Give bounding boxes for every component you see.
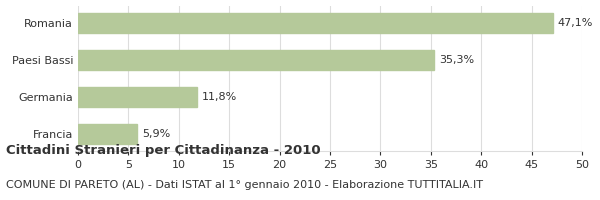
Text: 47,1%: 47,1% — [558, 18, 593, 28]
Text: Cittadini Stranieri per Cittadinanza - 2010: Cittadini Stranieri per Cittadinanza - 2… — [6, 144, 320, 157]
Text: COMUNE DI PARETO (AL) - Dati ISTAT al 1° gennaio 2010 - Elaborazione TUTTITALIA.: COMUNE DI PARETO (AL) - Dati ISTAT al 1°… — [6, 180, 483, 190]
Text: 35,3%: 35,3% — [439, 55, 474, 65]
Bar — [78, 13, 553, 33]
Bar — [78, 87, 197, 107]
Bar — [78, 124, 137, 144]
Text: 5,9%: 5,9% — [143, 129, 171, 139]
Text: 11,8%: 11,8% — [202, 92, 237, 102]
Bar — [78, 50, 434, 70]
